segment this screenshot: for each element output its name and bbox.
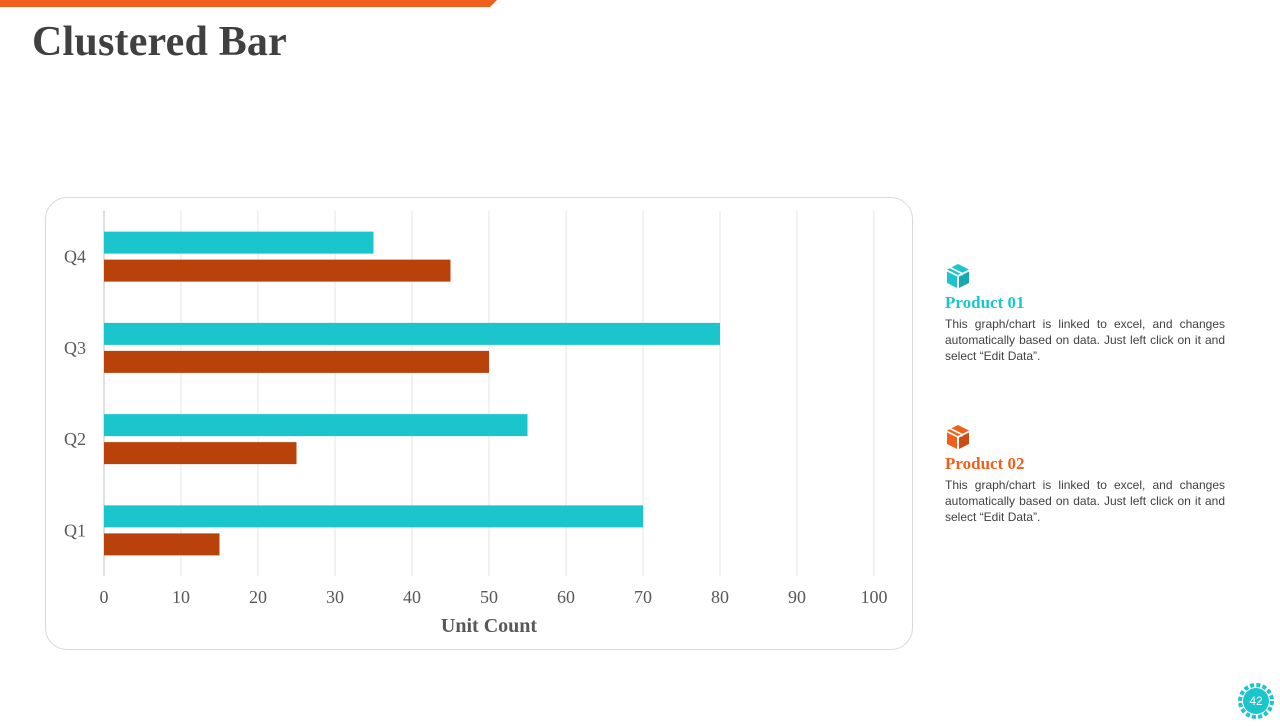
x-tick-label: 70	[634, 587, 652, 607]
bar-product-02-q3	[104, 350, 489, 373]
page-number: 42	[1249, 694, 1263, 708]
x-tick-label: 100	[861, 587, 888, 607]
legend-description-product-01: This graph/chart is linked to excel, and…	[945, 317, 1225, 363]
box-icon	[947, 264, 969, 288]
x-tick-label: 0	[100, 587, 109, 607]
bar-product-01-q4	[104, 231, 374, 254]
legend-title-product-02: Product 02	[945, 454, 1025, 473]
y-category-label: Q2	[64, 429, 86, 449]
x-tick-label: 90	[788, 587, 806, 607]
x-tick-label: 50	[480, 587, 498, 607]
legend-description-product-02: This graph/chart is linked to excel, and…	[945, 478, 1225, 524]
legend-item-product-02: Product 02 This graph/chart is linked to…	[945, 424, 1225, 525]
x-tick-label: 40	[403, 587, 421, 607]
x-axis-title: Unit Count	[441, 615, 537, 637]
bar-product-01-q1	[104, 505, 643, 528]
y-category-label: Q4	[64, 247, 86, 267]
legend-title-product-01: Product 01	[945, 293, 1025, 312]
top-accent-bar	[0, 0, 497, 7]
clustered-bar-chart: 0 10 20 30 40 50 60 70 80 90 100 Q1 Q2 Q3 Q4 Unit Count	[64, 211, 888, 637]
x-tick-label: 20	[249, 587, 267, 607]
y-category-label: Q3	[64, 338, 86, 358]
legend-item-product-01: Product 01 This graph/chart is linked to…	[945, 263, 1225, 364]
x-tick-label: 10	[172, 587, 190, 607]
y-category-label: Q1	[64, 520, 86, 540]
chart-card: 0 10 20 30 40 50 60 70 80 90 100 Q1 Q2 Q3 Q4 Unit Count	[45, 197, 913, 650]
x-tick-label: 30	[326, 587, 344, 607]
bar-product-02-q4	[104, 259, 451, 282]
x-tick-label: 80	[711, 587, 729, 607]
bar-product-01-q2	[104, 414, 528, 437]
page-number-badge: 42	[1236, 681, 1276, 721]
gear-icon	[1238, 683, 1274, 719]
box-icon	[947, 425, 969, 449]
x-tick-label: 60	[557, 587, 575, 607]
bar-product-02-q2	[104, 442, 297, 465]
slide-title: Clustered Bar	[32, 19, 287, 65]
bar-product-02-q1	[104, 533, 220, 556]
bar-product-01-q3	[104, 322, 720, 345]
